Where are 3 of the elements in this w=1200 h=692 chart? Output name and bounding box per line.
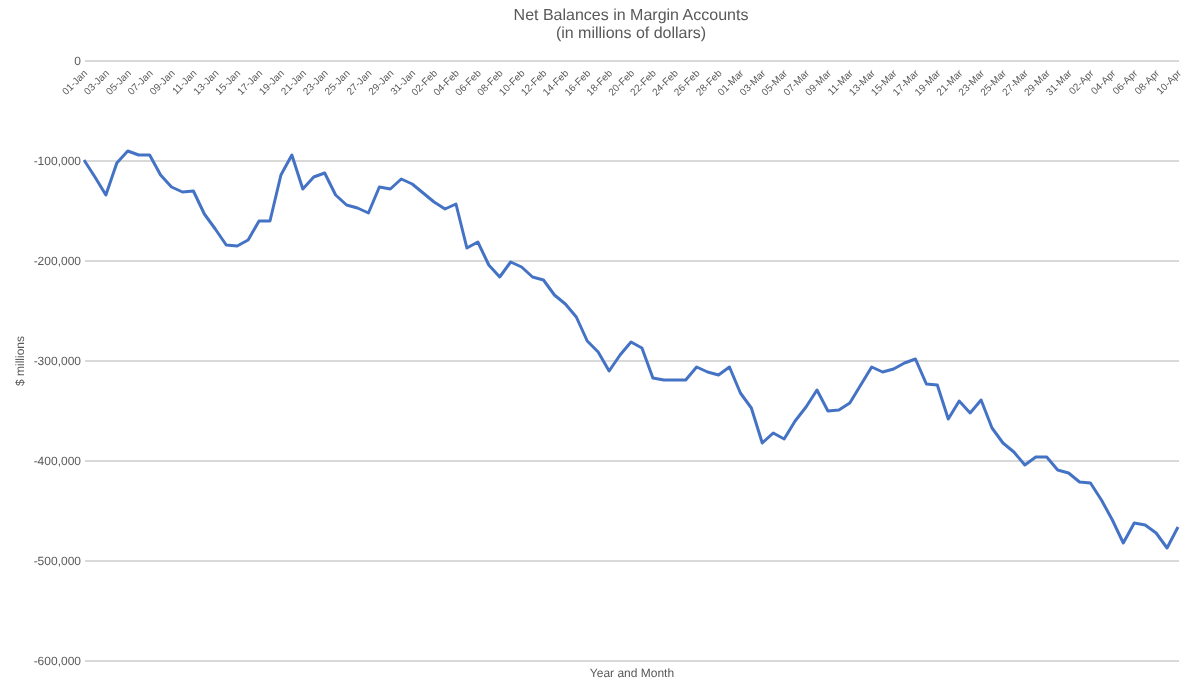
chart-title: Net Balances in Margin Accounts	[513, 6, 749, 24]
line-series	[82, 149, 1180, 550]
chart-subtitle: (in millions of dollars)	[555, 24, 707, 42]
